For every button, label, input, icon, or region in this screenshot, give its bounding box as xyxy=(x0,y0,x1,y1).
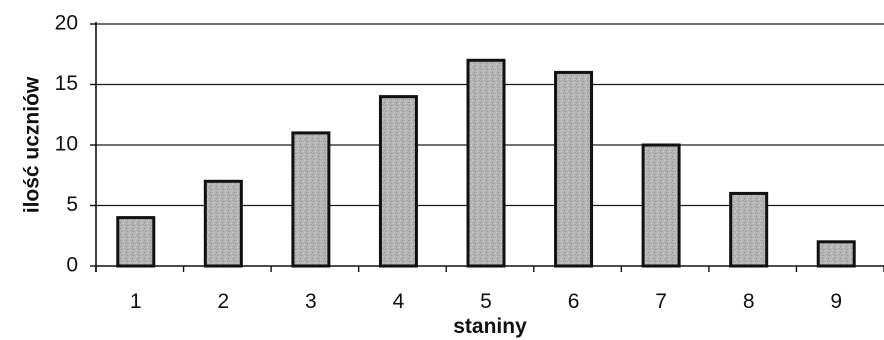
x-tick-label-7: 7 xyxy=(655,290,667,313)
bar-5 xyxy=(466,58,506,268)
y-tick-label-5: 5 xyxy=(66,193,78,216)
x-axis-ticks: 1 2 3 4 5 6 7 8 9 xyxy=(95,266,884,313)
y-tick-label-20: 20 xyxy=(55,12,78,35)
y-axis-title: ilość uczniów xyxy=(21,76,44,213)
bar-8 xyxy=(729,191,769,268)
x-tick-label-1: 1 xyxy=(130,290,142,313)
x-tick-label-9: 9 xyxy=(830,290,842,313)
x-tick-label-2: 2 xyxy=(217,290,229,313)
x-tick-label-6: 6 xyxy=(568,290,580,313)
bars xyxy=(116,58,856,268)
bar-9 xyxy=(816,240,856,268)
x-axis xyxy=(95,22,884,272)
x-tick-label-5: 5 xyxy=(480,290,492,313)
y-axis-ticks: 0 5 10 15 20 xyxy=(55,12,96,277)
x-tick-label-8: 8 xyxy=(743,290,755,313)
bar-6 xyxy=(554,70,594,268)
y-tick-label-10: 10 xyxy=(55,133,78,156)
y-tick-label-0: 0 xyxy=(66,254,78,277)
y-tick-label-15: 15 xyxy=(55,72,78,95)
bar-3 xyxy=(291,131,331,268)
x-axis-title: staniny xyxy=(453,315,527,338)
bar-4 xyxy=(378,95,418,268)
bar-7 xyxy=(641,143,681,268)
x-tick-label-4: 4 xyxy=(393,290,405,313)
x-tick-label-3: 3 xyxy=(305,290,317,313)
bar-2 xyxy=(203,179,243,268)
bar-1 xyxy=(116,216,156,268)
